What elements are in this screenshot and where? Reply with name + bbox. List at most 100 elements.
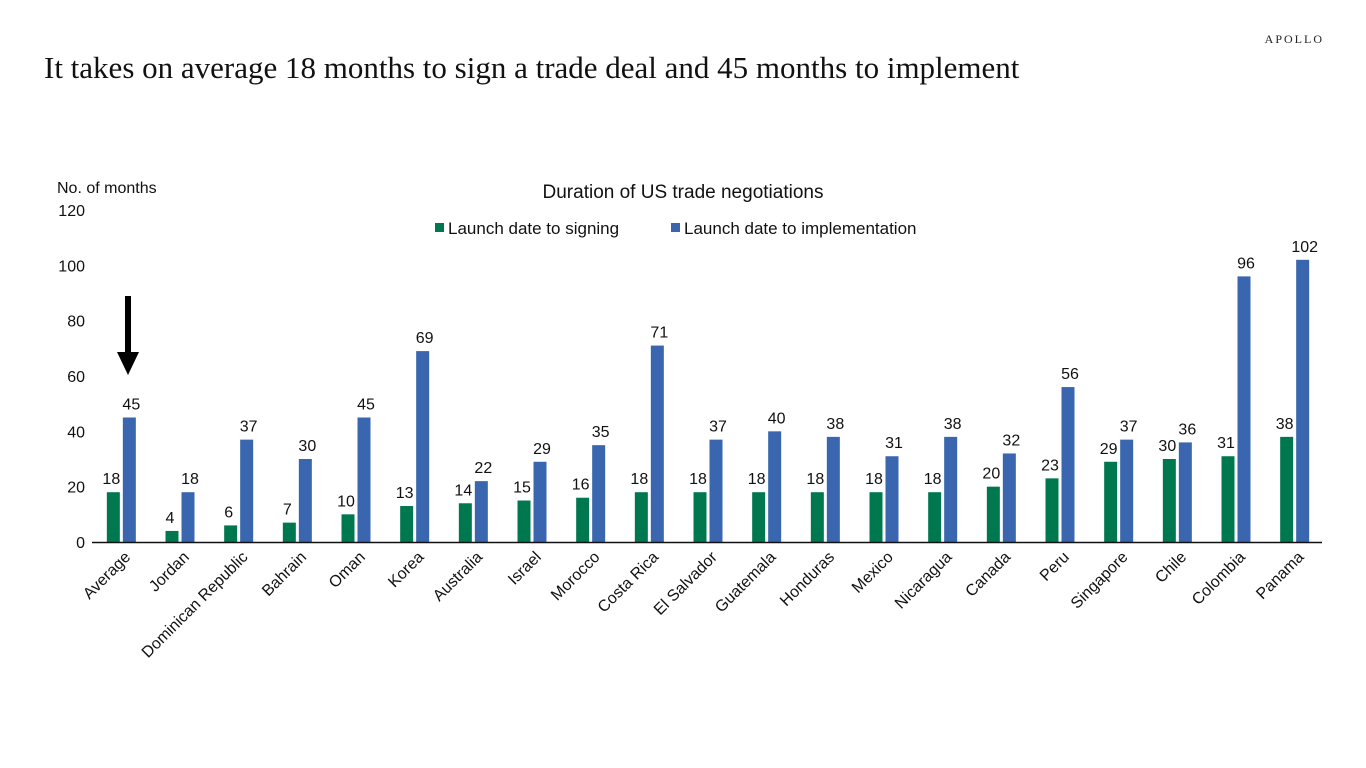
x-tick-label: Israel [505,549,545,589]
x-tick-label: Dominican Republic [139,549,252,662]
x-tick-label: Morocco [548,549,603,604]
x-tick-label: Average [80,549,134,603]
data-label: 6 [224,504,233,521]
bars [106,259,1310,542]
x-tick-label: Bahrain [259,549,310,600]
bar-signing [341,514,355,542]
bar-signing [928,492,942,542]
legend-swatch-signing [435,223,444,232]
bar-implementation [181,492,195,542]
x-tick-label: El Salvador [651,548,721,618]
data-label: 31 [1217,435,1235,452]
bar-implementation [885,456,899,542]
data-label: 10 [337,493,355,510]
bar-signing [986,486,1000,542]
data-label: 30 [1158,438,1176,455]
bar-signing [869,492,883,542]
x-tick-label: Canada [963,549,1015,601]
bar-implementation [650,345,664,542]
bar-implementation [357,417,371,542]
data-label: 7 [283,502,292,519]
bar-signing [165,530,179,542]
x-tick-label: Panama [1253,549,1307,603]
data-label: 36 [1178,421,1196,438]
data-label: 30 [298,438,316,455]
data-label: 102 [1291,239,1318,256]
bar-signing [517,500,531,542]
bar-implementation [826,436,840,542]
data-label: 23 [1041,457,1059,474]
y-tick-label: 80 [67,314,85,331]
bar-signing [1280,436,1294,542]
legend-label: Launch date to signing [448,219,619,238]
bar-implementation [768,431,782,542]
legend: Launch date to signing Launch date to imp… [435,219,917,238]
x-tick-label: Oman [326,549,369,592]
data-label: 37 [240,419,258,436]
y-tick-label: 20 [67,480,85,497]
legend-swatch-implementation [671,223,680,232]
bar-signing [576,497,590,542]
bar-implementation [709,439,723,542]
legend-label: Launch date to implementation [684,219,917,238]
bar-signing [106,492,120,542]
bar-implementation [416,351,430,542]
data-label: 35 [592,424,610,441]
data-label: 31 [885,435,903,452]
bar-implementation [474,481,488,542]
bar-signing [1104,461,1118,542]
bar-signing [1045,478,1059,542]
data-label: 37 [709,419,727,436]
data-label: 18 [689,471,707,488]
bar-implementation [944,436,958,542]
y-tick-label: 60 [67,369,85,386]
y-tick-label: 0 [76,535,85,552]
bar-implementation [122,417,136,542]
data-label: 18 [924,471,942,488]
data-label: 14 [454,482,472,499]
data-label: 38 [1276,416,1294,433]
x-tick-label: Honduras [777,549,838,610]
x-tick-label: Peru [1037,549,1073,585]
bar-implementation [1120,439,1134,542]
data-label: 38 [944,416,962,433]
x-tick-label: Chile [1152,549,1190,587]
bar-implementation [298,459,312,542]
data-label: 18 [630,471,648,488]
x-tick-label: Nicaragua [892,549,956,613]
bar-implementation [1296,259,1310,542]
data-label: 18 [806,471,824,488]
bar-signing [1162,459,1176,542]
bar-implementation [533,461,547,542]
data-label: 18 [865,471,883,488]
data-label: 32 [1002,432,1020,449]
bar-signing [810,492,824,542]
bar-implementation [592,445,606,542]
x-tick-label: Guatemala [712,549,779,616]
data-label: 56 [1061,366,1079,383]
data-label: 16 [572,477,590,494]
bar-signing [634,492,648,542]
data-label: 29 [533,441,551,458]
bar-signing [224,525,238,542]
bar-signing [458,503,472,542]
down-arrow-icon [117,296,139,375]
x-tick-label: Korea [385,549,427,591]
x-tick-label: Mexico [849,549,897,597]
bar-implementation [1061,387,1075,542]
bar-signing [282,522,296,542]
data-label: 29 [1100,441,1118,458]
bar-implementation [1237,276,1251,542]
data-label: 96 [1237,255,1255,272]
data-label: 45 [122,397,140,414]
bar-implementation [240,439,254,542]
y-tick-label: 120 [58,203,85,220]
data-label: 45 [357,397,375,414]
data-label: 13 [396,485,414,502]
data-label: 22 [474,460,492,477]
data-label: 15 [513,480,531,497]
y-axis-label: No. of months [57,180,157,197]
